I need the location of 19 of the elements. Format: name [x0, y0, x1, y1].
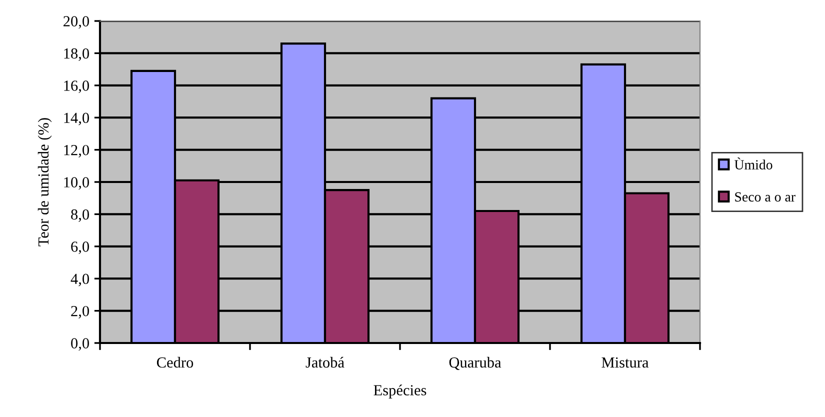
x-tick-label: Jatobá	[306, 356, 344, 368]
y-axis-title: Teor de umidade (%)	[38, 118, 52, 246]
y-tick-label: 16,0	[64, 80, 89, 94]
y-tick-label: 6,0	[71, 242, 89, 254]
y-tick-label: 0,0	[71, 338, 89, 351]
legend-label: Ùmido	[734, 157, 772, 170]
x-tick-label: Mistura	[602, 357, 649, 368]
y-tick-label: 4,0	[70, 274, 89, 286]
y-tick-label: 12,0	[64, 144, 89, 158]
y-tick-label: 18,0	[64, 48, 89, 61]
x-tick-label: Quaruba	[449, 356, 502, 370]
y-tick-label: 20,0	[64, 16, 89, 29]
y-tick-label: 2,0	[71, 306, 89, 318]
x-axis-title: Espécies	[374, 384, 426, 399]
y-tick-label: 14,0	[64, 112, 89, 126]
y-tick-label: 10,0	[64, 177, 89, 190]
legend-label: Seco a o ar	[735, 192, 796, 202]
x-tick-label: Cedro	[156, 356, 194, 368]
y-tick-label: 8,0	[71, 209, 89, 222]
